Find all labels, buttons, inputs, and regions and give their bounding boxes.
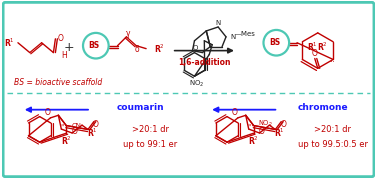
- Text: 1,6-addition: 1,6-addition: [178, 58, 231, 67]
- Text: R$^2$: R$^2$: [154, 42, 165, 55]
- Text: R$^1$: R$^1$: [274, 127, 285, 139]
- Text: >20:1 dr: >20:1 dr: [132, 125, 169, 134]
- Text: +: +: [64, 41, 74, 54]
- Text: R$^2$: R$^2$: [61, 135, 72, 147]
- Text: chromone: chromone: [297, 103, 348, 112]
- Text: NO$_2$: NO$_2$: [257, 118, 272, 129]
- Text: H: H: [61, 51, 67, 60]
- Text: ···: ···: [328, 59, 335, 66]
- Text: ''': ''': [248, 124, 254, 133]
- Text: R$^1$: R$^1$: [4, 37, 15, 49]
- Text: O: O: [193, 45, 198, 51]
- Text: O: O: [93, 120, 99, 129]
- Text: O: O: [259, 127, 265, 136]
- FancyBboxPatch shape: [3, 2, 374, 177]
- Text: R$^1$: R$^1$: [307, 40, 318, 53]
- Text: γ: γ: [126, 29, 131, 38]
- Text: R$^2$: R$^2$: [248, 135, 259, 147]
- Text: —Mes: —Mes: [235, 31, 256, 37]
- Text: O: O: [232, 108, 238, 117]
- Text: up to 99:1 er: up to 99:1 er: [123, 140, 177, 149]
- Text: CN: CN: [71, 123, 81, 129]
- Text: BS = bioactive scaffold: BS = bioactive scaffold: [14, 78, 102, 87]
- Text: BS: BS: [88, 41, 99, 50]
- Text: O: O: [45, 108, 50, 117]
- Text: O: O: [312, 49, 318, 58]
- Text: N: N: [230, 34, 235, 40]
- Text: BS: BS: [269, 38, 280, 47]
- Text: R$^2$: R$^2$: [317, 40, 328, 53]
- Text: up to 99.5:0.5 er: up to 99.5:0.5 er: [297, 140, 367, 149]
- Text: δ: δ: [135, 45, 139, 54]
- Text: R$^1$: R$^1$: [87, 127, 98, 139]
- Text: >20:1 dr: >20:1 dr: [314, 125, 351, 134]
- Text: coumarin: coumarin: [116, 103, 164, 112]
- Text: O: O: [280, 120, 286, 129]
- Text: O: O: [71, 127, 77, 136]
- Text: O: O: [57, 34, 63, 43]
- Text: NO$_2$: NO$_2$: [189, 79, 204, 89]
- Text: ''': ''': [60, 124, 67, 133]
- Text: N: N: [215, 20, 221, 26]
